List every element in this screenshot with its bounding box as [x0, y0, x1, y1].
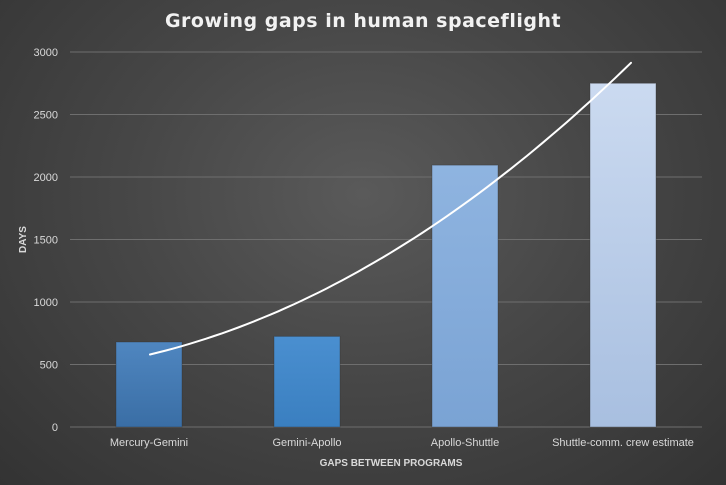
x-axis-title: GAPS BETWEEN PROGRAMS [320, 458, 463, 469]
trendline [149, 61, 632, 356]
y-tick-label: 0 [52, 422, 58, 434]
chart-title: Growing gaps in human spaceflight [164, 10, 562, 32]
bar [273, 335, 341, 428]
bar [589, 82, 657, 428]
bar [431, 164, 499, 428]
y-axis-title: DAYS [18, 226, 29, 253]
x-tick-label: Apollo-Shuttle [431, 437, 500, 449]
y-tick-label: 1500 [34, 235, 58, 247]
y-tick-label: 2000 [34, 172, 58, 184]
y-tick-label: 3000 [34, 47, 58, 59]
x-tick-label: Shuttle-comm. crew estimate [552, 437, 694, 449]
y-tick-label: 2500 [34, 110, 58, 122]
y-tick-label: 1000 [34, 297, 58, 309]
x-tick-label: Gemini-Apollo [272, 437, 341, 449]
y-tick-label: 500 [40, 360, 58, 372]
x-tick-label: Mercury-Gemini [110, 437, 188, 449]
bar [115, 341, 183, 428]
